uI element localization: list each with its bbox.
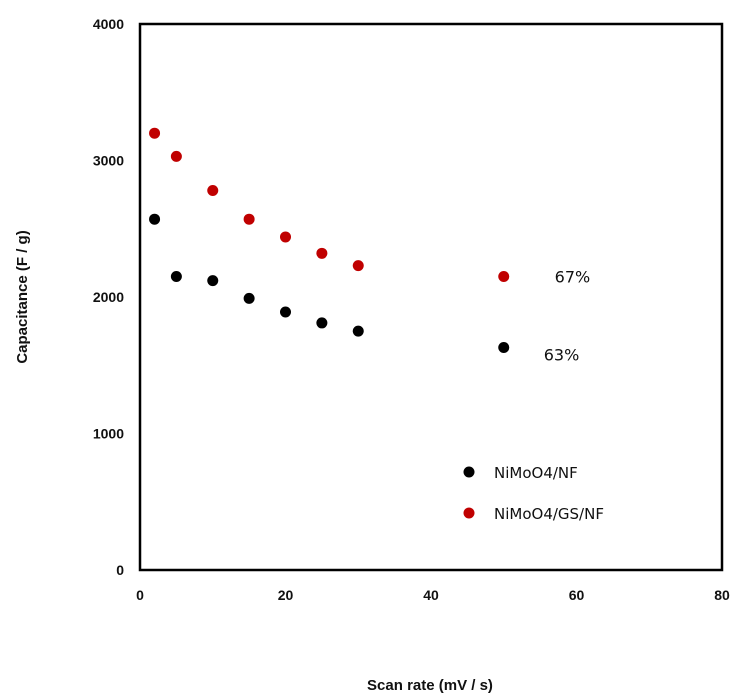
data-point-series-1 <box>280 231 291 243</box>
x-tick-label: 60 <box>569 587 585 603</box>
data-point-series-0 <box>243 292 255 304</box>
annotation-label: 67% <box>555 268 591 287</box>
plot-area <box>138 22 724 572</box>
x-tick-label: 20 <box>278 587 294 603</box>
x-axis-ticks: 0 20 40 60 80 <box>136 587 730 603</box>
data-point-series-0 <box>170 271 182 283</box>
data-point-series-1 <box>352 260 364 272</box>
x-axis-title: Scan rate (mV / s) <box>367 677 493 694</box>
legend-label-nimoo4-gs-nf: NiMoO4/GS/NF <box>494 505 604 523</box>
legend-marker-nimoo4-gs-nf <box>463 507 475 519</box>
annotations: 67% 63% <box>544 268 590 365</box>
legend-marker-nimoo4-nf <box>463 466 475 478</box>
y-axis-title: Capacitance (F / g) <box>14 230 31 363</box>
data-point-series-0 <box>352 325 364 337</box>
x-tick-label: 40 <box>423 587 439 603</box>
data-point-series-0 <box>207 275 219 287</box>
data-point-series-0 <box>498 342 510 354</box>
data-point-series-0 <box>316 317 328 329</box>
x-tick-label: 80 <box>714 587 730 603</box>
y-tick-label: 0 <box>116 562 124 578</box>
data-point-series-1 <box>243 213 255 225</box>
y-tick-label: 2000 <box>93 289 124 305</box>
data-points <box>149 127 510 354</box>
data-point-series-0 <box>280 306 291 318</box>
y-axis-ticks: 0 1000 2000 3000 4000 <box>93 16 124 578</box>
y-tick-label: 1000 <box>93 426 124 442</box>
data-point-series-1 <box>149 127 161 139</box>
x-tick-label: 0 <box>136 587 144 603</box>
data-point-series-1 <box>207 185 219 197</box>
y-tick-label: 4000 <box>93 16 124 32</box>
y-tick-label: 3000 <box>93 153 124 169</box>
legend: NiMoO4/NF NiMoO4/GS/NF <box>463 464 604 523</box>
legend-label-nimoo4-nf: NiMoO4/NF <box>494 464 578 482</box>
data-point-series-1 <box>316 247 328 259</box>
annotation-label: 63% <box>544 345 580 364</box>
data-point-series-0 <box>149 213 161 225</box>
data-point-series-1 <box>498 271 510 283</box>
data-point-series-1 <box>170 150 182 162</box>
